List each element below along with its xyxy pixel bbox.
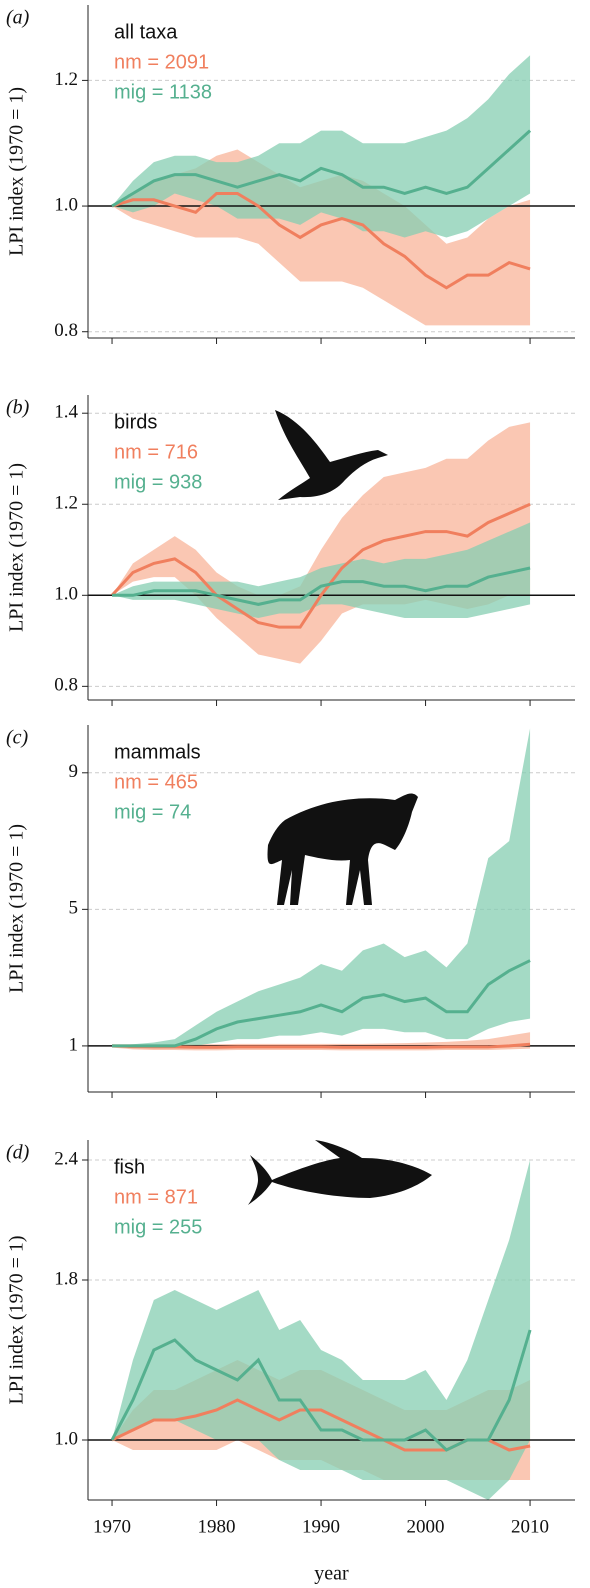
legend-entry: nm = 716 bbox=[114, 441, 198, 463]
panel-label: (c) bbox=[6, 727, 29, 749]
y-axis-label: LPI index (1970 = 1) bbox=[6, 463, 28, 632]
panel-label: (a) bbox=[6, 7, 30, 29]
index-line bbox=[110, 502, 531, 629]
y-tick-label: 2.4 bbox=[54, 1148, 78, 1169]
y-tick-label: 1.0 bbox=[54, 1428, 78, 1449]
panel-title: fish bbox=[114, 1156, 145, 1178]
panel: 1.0 1.8 2.4 1970 1980 1990 2000 2010 year (d) LPI … bbox=[6, 1140, 575, 1585]
x-tick-label: 2010 bbox=[511, 1516, 549, 1537]
y-tick-label: 1.0 bbox=[54, 194, 78, 215]
x-tick-label: 1990 bbox=[302, 1516, 340, 1537]
x-axis-label: year bbox=[314, 1563, 349, 1585]
x-tick-label: 1970 bbox=[93, 1516, 131, 1537]
panel: 1 5 9 (c) LPI index (1970 = 1) mammals nm = 46… bbox=[6, 725, 575, 1098]
panel-title: all taxa bbox=[114, 21, 178, 43]
panel-label: (d) bbox=[6, 1142, 30, 1164]
y-tick-label: 0.8 bbox=[54, 675, 78, 696]
y-tick-label: 1.8 bbox=[54, 1268, 78, 1289]
index-line bbox=[111, 129, 532, 208]
x-tick-label: 2000 bbox=[407, 1516, 445, 1537]
y-axis-label: LPI index (1970 = 1) bbox=[6, 824, 28, 993]
index-line bbox=[112, 566, 531, 606]
y-tick-label: 9 bbox=[69, 761, 79, 782]
confidence-band bbox=[112, 728, 531, 1048]
legend-entry: nm = 465 bbox=[114, 771, 198, 793]
confidence-band bbox=[112, 1160, 531, 1500]
wildebeest-silhouette bbox=[267, 793, 418, 905]
legend-entry: mig = 255 bbox=[114, 1216, 202, 1238]
y-axis-label: LPI index (1970 = 1) bbox=[6, 87, 28, 256]
confidence-band bbox=[112, 55, 531, 238]
panel-label: (b) bbox=[6, 397, 30, 419]
index-line bbox=[111, 1042, 531, 1049]
y-tick-label: 1.2 bbox=[54, 493, 78, 514]
index-line bbox=[111, 191, 531, 290]
legend-entry: mig = 74 bbox=[114, 801, 191, 823]
legend-entry: mig = 938 bbox=[114, 471, 202, 493]
x-tick-label: 1980 bbox=[198, 1516, 236, 1537]
y-tick-label: 0.8 bbox=[54, 320, 78, 341]
panel-title: birds bbox=[114, 411, 157, 433]
y-tick-label: 5 bbox=[69, 898, 79, 919]
y-tick-label: 1.4 bbox=[54, 402, 78, 423]
legend-entry: nm = 2091 bbox=[114, 51, 209, 73]
panel: 0.8 1.0 1.2 (a) LPI index (1970 = 1) all taxa… bbox=[6, 5, 575, 344]
legend-entry: nm = 871 bbox=[114, 1186, 198, 1208]
index-line bbox=[112, 959, 531, 1048]
y-tick-label: 1.2 bbox=[54, 69, 78, 90]
index-line bbox=[110, 1329, 532, 1452]
tuna-silhouette bbox=[248, 1140, 432, 1205]
y-tick-label: 1.0 bbox=[54, 584, 78, 605]
panel: 0.8 1.0 1.2 1.4 (b) LPI index (1970 = 1) birds… bbox=[6, 395, 575, 706]
bird-silhouette bbox=[275, 410, 388, 500]
legend-entry: mig = 1138 bbox=[114, 81, 212, 103]
panel-title: mammals bbox=[114, 741, 201, 763]
y-axis-label: LPI index (1970 = 1) bbox=[6, 1235, 28, 1404]
y-tick-label: 1 bbox=[69, 1034, 79, 1055]
